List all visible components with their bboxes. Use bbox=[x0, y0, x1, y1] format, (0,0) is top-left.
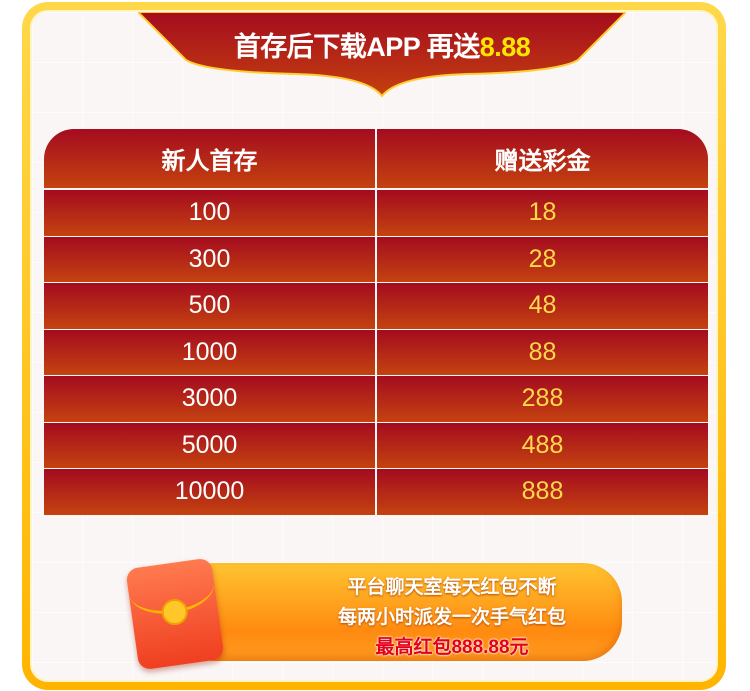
bonus-cell: 888 bbox=[377, 469, 708, 515]
table-row: 100 18 bbox=[44, 190, 708, 236]
chat-red-packet-banner[interactable]: 平台聊天室每天红包不断 每两小时派发一次手气红包 最高红包888.88元 bbox=[125, 553, 626, 671]
promo-line-2: 每两小时派发一次手气红包 bbox=[337, 607, 566, 628]
bonus-cell: 488 bbox=[377, 422, 708, 468]
table-row: 10000 888 bbox=[44, 469, 708, 515]
promo-pill bbox=[166, 563, 622, 661]
table-row: 1000 88 bbox=[44, 329, 708, 375]
table-header: 新人首存 赠送彩金 bbox=[44, 129, 708, 188]
deposit-cell: 300 bbox=[44, 236, 377, 282]
title-banner: 首存后下载APP 再送8.88 bbox=[138, 12, 626, 98]
banner-title: 首存后下载APP 再送8.88 bbox=[233, 32, 531, 62]
banner-shape bbox=[138, 12, 626, 98]
red-envelope-icon bbox=[125, 557, 225, 671]
deposit-cell: 5000 bbox=[44, 422, 377, 468]
deposit-cell: 100 bbox=[44, 190, 377, 236]
promo-text: 平台聊天室每天红包不断 每两小时派发一次手气红包 最高红包888.88元 bbox=[302, 573, 602, 663]
deposit-cell: 3000 bbox=[44, 376, 377, 422]
header-first-deposit: 新人首存 bbox=[44, 129, 377, 188]
bonus-cell: 88 bbox=[377, 329, 708, 375]
promo-panel: 首存后下载APP 再送8.88 新人首存 赠送彩金 100 18 300 28 500 4… bbox=[30, 10, 718, 682]
table-row: 3000 288 bbox=[44, 376, 708, 422]
header-bonus: 赠送彩金 bbox=[377, 129, 708, 188]
bonus-cell: 48 bbox=[377, 283, 708, 329]
deposit-cell: 1000 bbox=[44, 329, 377, 375]
bonus-amount: 8.88 bbox=[479, 32, 531, 62]
promo-frame: 首存后下载APP 再送8.88 新人首存 赠送彩金 100 18 300 28 500 4… bbox=[22, 2, 726, 690]
table-row: 5000 488 bbox=[44, 422, 708, 468]
bonus-cell: 18 bbox=[377, 190, 708, 236]
promo-line-1: 平台聊天室每天红包不断 bbox=[347, 577, 557, 598]
bonus-cell: 28 bbox=[377, 236, 708, 282]
bonus-cell: 288 bbox=[377, 376, 708, 422]
table-row: 500 48 bbox=[44, 283, 708, 329]
bonus-table: 新人首存 赠送彩金 100 18 300 28 500 48 1000 88 3000 288 50… bbox=[44, 129, 708, 516]
table-row: 300 28 bbox=[44, 236, 708, 282]
promo-line-3: 最高红包888.88元 bbox=[375, 637, 529, 658]
deposit-cell: 10000 bbox=[44, 469, 377, 515]
deposit-cell: 500 bbox=[44, 283, 377, 329]
